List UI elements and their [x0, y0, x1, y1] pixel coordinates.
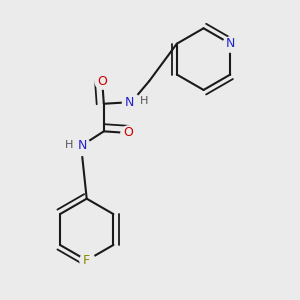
Text: O: O: [123, 127, 133, 140]
Text: N: N: [226, 37, 235, 50]
Text: N: N: [78, 140, 87, 152]
Text: O: O: [97, 74, 107, 88]
Text: F: F: [83, 254, 90, 267]
Text: N: N: [125, 96, 134, 109]
Text: H: H: [64, 140, 73, 150]
Text: H: H: [140, 97, 148, 106]
